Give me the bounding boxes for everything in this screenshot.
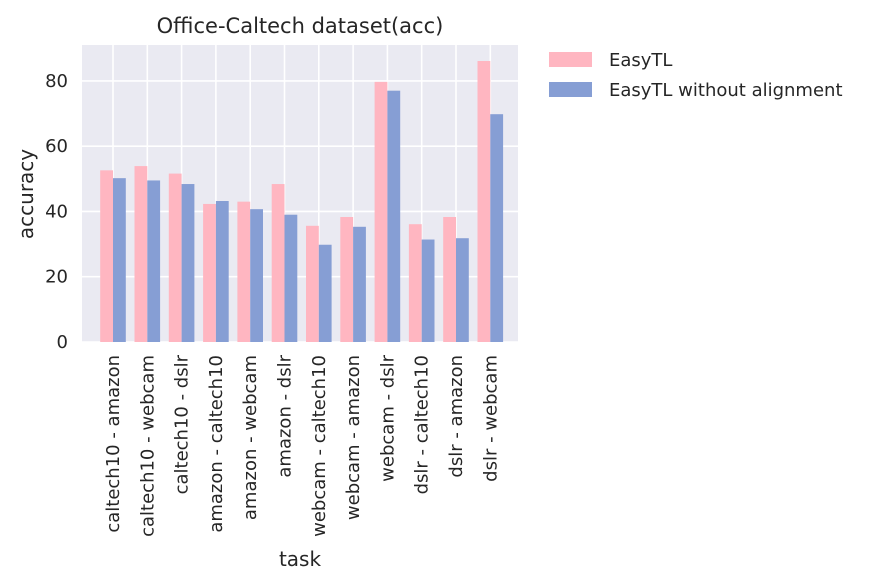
chart-title: Office-Caltech dataset(acc) — [157, 14, 444, 38]
bar — [387, 90, 401, 342]
bar — [443, 216, 456, 342]
bar — [100, 170, 113, 342]
bar — [353, 226, 366, 342]
x-tick-label: amazon - webcam — [240, 355, 261, 520]
x-tick-label: dslr - caltech10 — [412, 355, 433, 494]
x-tick-label: dslr - webcam — [480, 355, 501, 482]
y-axis-label: accuracy — [14, 149, 38, 239]
legend-swatch — [549, 52, 592, 67]
y-tick-label: 0 — [57, 332, 68, 353]
y-tick-label: 60 — [45, 136, 68, 157]
bar — [490, 114, 504, 342]
bar — [271, 184, 285, 342]
y-tick-label: 80 — [45, 71, 68, 92]
legend-label: EasyTL — [609, 50, 672, 71]
x-axis-label: task — [279, 547, 322, 571]
bar — [134, 166, 148, 342]
bar — [113, 178, 126, 342]
bar — [477, 60, 491, 342]
legend-swatch — [549, 82, 592, 97]
x-tick-label: caltech10 - webcam — [137, 355, 158, 537]
x-tick-label: dslr - amazon — [446, 355, 467, 478]
bar — [318, 244, 332, 342]
x-tick-label: webcam - dslr — [377, 354, 398, 481]
bar — [421, 239, 435, 342]
x-tick-label: webcam - amazon — [343, 355, 364, 520]
bar — [203, 203, 216, 342]
y-axis-ticks: 0 20 40 60 80 — [45, 71, 68, 353]
legend: EasyTL EasyTL without alignment — [549, 50, 843, 101]
x-tick-label: caltech10 - dslr — [172, 354, 193, 494]
bar — [408, 224, 422, 342]
bar — [284, 214, 298, 342]
bar — [374, 81, 388, 342]
x-tick-label: amazon - dslr — [275, 354, 296, 477]
bar — [250, 209, 263, 342]
bar — [147, 180, 161, 342]
bar — [306, 225, 319, 342]
bar — [237, 201, 251, 342]
y-tick-label: 20 — [45, 267, 68, 288]
y-tick-label: 40 — [45, 201, 68, 222]
x-axis-ticks: caltech10 - amazon caltech10 - webcam calt… — [103, 354, 501, 536]
x-tick-label: webcam - caltech10 — [309, 355, 330, 537]
legend-label: EasyTL without alignment — [609, 80, 843, 101]
bar — [168, 173, 182, 342]
x-tick-label: caltech10 - amazon — [103, 355, 124, 533]
x-tick-label: amazon - caltech10 — [206, 355, 227, 533]
bars — [100, 60, 504, 342]
bar — [215, 201, 229, 342]
bar — [456, 238, 469, 342]
bar — [181, 184, 195, 342]
bar — [340, 216, 354, 342]
